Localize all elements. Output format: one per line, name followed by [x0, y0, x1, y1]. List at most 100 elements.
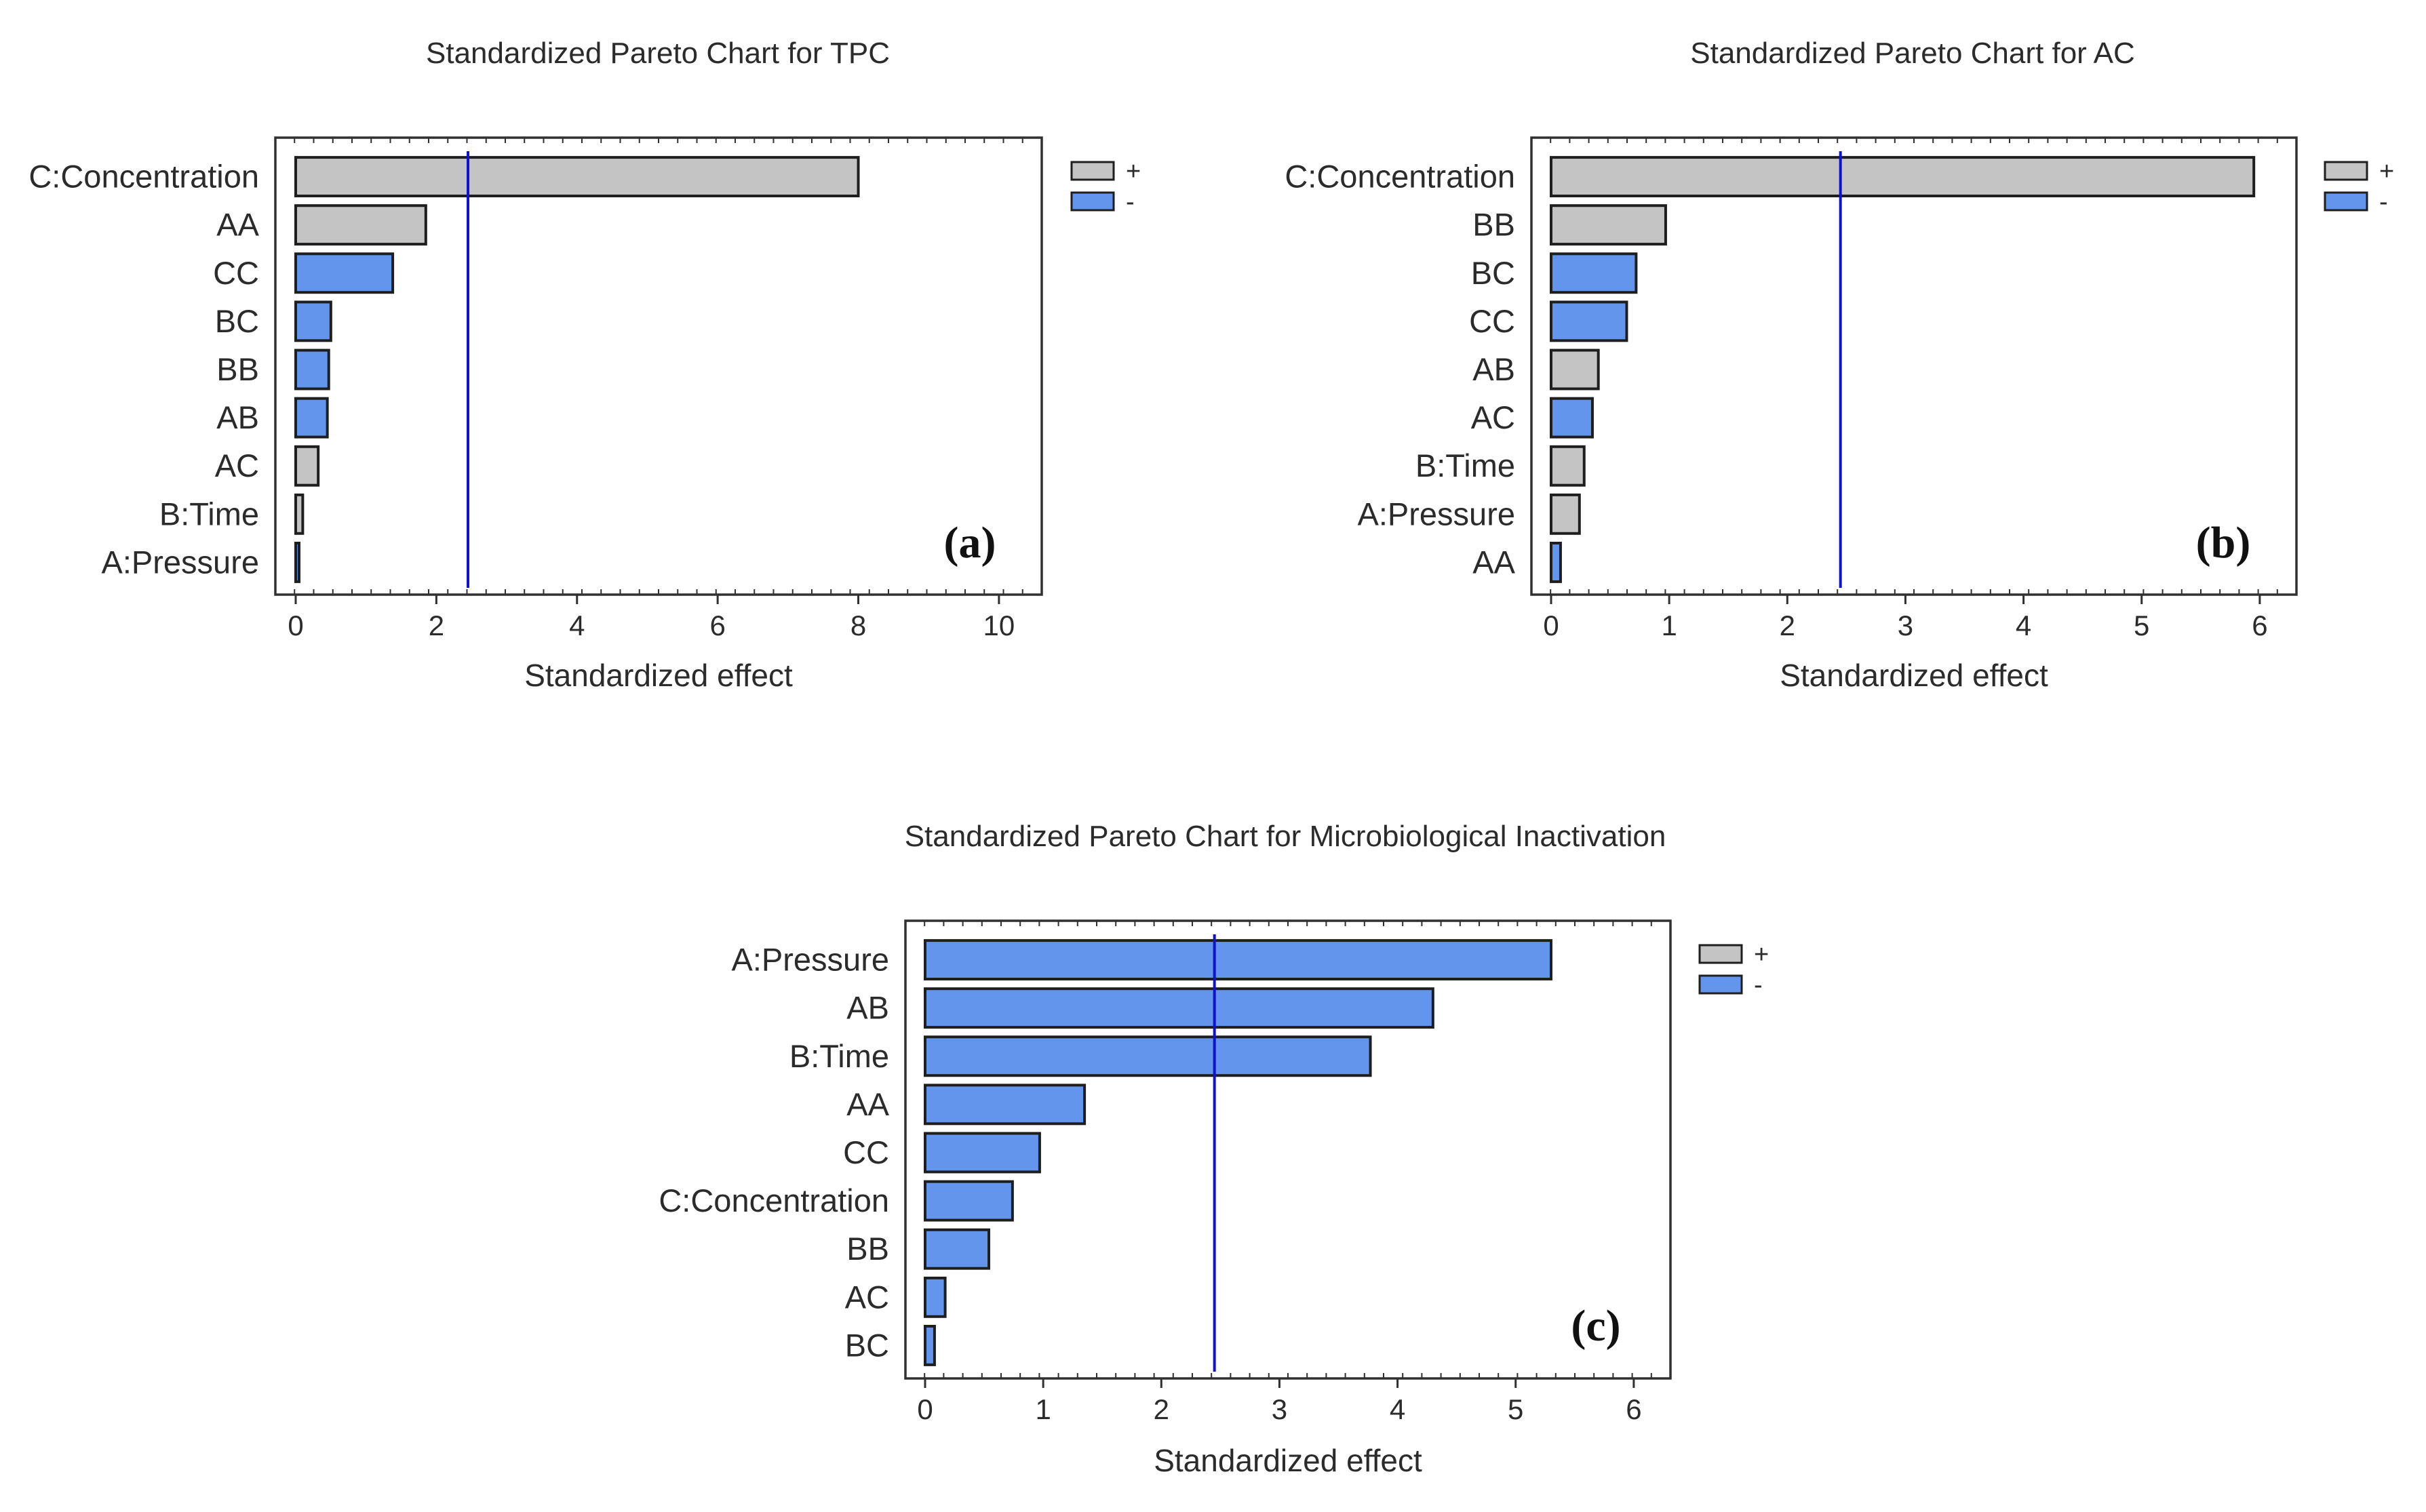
- x-tick-label: 1: [1661, 610, 1677, 641]
- bar-ab: [294, 397, 329, 439]
- category-label-aa: AA: [1472, 544, 1515, 580]
- bar-b-time: [924, 1035, 1372, 1077]
- category-label-cc: CC: [843, 1134, 889, 1170]
- legend-label-positive: +: [1126, 157, 1141, 186]
- category-label-aa: AA: [846, 1086, 889, 1122]
- category-label-cc: CC: [213, 255, 259, 291]
- legend-label-negative: -: [2379, 188, 2388, 216]
- bar-ac: [294, 445, 320, 487]
- x-tick-label: 6: [1626, 1393, 1641, 1425]
- bar-bc: [1550, 252, 1638, 294]
- category-label-aa: AA: [216, 207, 259, 243]
- bar-cc: [924, 1132, 1041, 1174]
- chart-panel-a: Standardized Pareto Chart for TPC C:Conce…: [28, 37, 1141, 693]
- category-label-b-time: B:Time: [1415, 447, 1515, 483]
- x-axis-label: Standardized effect: [1780, 658, 2048, 693]
- chart-panel-b: Standardized Pareto Chart for AC C:Concen…: [1285, 37, 2394, 693]
- x-tick-label: 5: [2134, 610, 2149, 641]
- legend-swatch-positive: [1070, 161, 1115, 181]
- category-label-bb: BB: [1472, 207, 1515, 243]
- x-tick-label: 6: [709, 610, 725, 641]
- bar-ac: [924, 1276, 947, 1318]
- bar-ab: [1550, 349, 1600, 391]
- category-label-b-time: B:Time: [159, 496, 259, 532]
- x-tick-label: 10: [983, 610, 1015, 641]
- x-tick-label: 4: [2016, 610, 2031, 641]
- category-label-b-time: B:Time: [789, 1038, 889, 1074]
- category-label-c-concentration: C:Concentration: [28, 159, 259, 195]
- x-tick-label: 3: [1272, 1393, 1287, 1425]
- bar-bb: [294, 349, 330, 391]
- panel-label: (b): [2196, 518, 2251, 568]
- bar-cc: [294, 252, 395, 294]
- bar-bc: [924, 1325, 936, 1366]
- x-tick-label: 5: [1508, 1393, 1523, 1425]
- legend: +-: [1698, 940, 1769, 999]
- category-label-ab: AB: [1472, 351, 1515, 387]
- category-label-a-pressure: A:Pressure: [732, 942, 889, 978]
- bar-aa: [294, 204, 427, 246]
- x-tick-label: 3: [1898, 610, 1913, 641]
- legend-label-positive: +: [2379, 157, 2394, 186]
- category-label-cc: CC: [1469, 303, 1515, 339]
- chart-title: Standardized Pareto Chart for Microbiolo…: [905, 820, 1666, 853]
- category-label-a-pressure: A:Pressure: [1358, 496, 1515, 532]
- legend-swatch-positive: [1698, 944, 1743, 964]
- bar-a-pressure: [294, 542, 300, 583]
- chart-panel-c: Standardized Pareto Chart for Microbiolo…: [659, 820, 1769, 1478]
- legend-swatch-positive: [2324, 161, 2368, 181]
- legend: +-: [2324, 157, 2394, 216]
- legend-label-negative: -: [1754, 971, 1763, 999]
- category-label-bb: BB: [846, 1231, 889, 1267]
- x-tick-label: 4: [1390, 1393, 1405, 1425]
- bar-ac: [1550, 397, 1594, 439]
- x-tick-label: 4: [569, 610, 585, 641]
- category-label-ac: AC: [215, 447, 259, 483]
- category-label-bc: BC: [1471, 255, 1515, 291]
- chart-title: Standardized Pareto Chart for TPC: [426, 37, 890, 70]
- legend-swatch-negative: [1070, 191, 1115, 212]
- bar-b-time: [294, 493, 305, 535]
- x-axis-label: Standardized effect: [1154, 1443, 1422, 1478]
- bar-c-concentration: [1550, 156, 2256, 198]
- bar-aa: [1550, 542, 1562, 583]
- category-label-ac: AC: [1471, 399, 1515, 435]
- category-label-c-concentration: C:Concentration: [1285, 159, 1515, 195]
- bar-aa: [924, 1083, 1087, 1126]
- bar-cc: [1550, 300, 1628, 342]
- bar-bc: [294, 300, 332, 342]
- category-label-c-concentration: C:Concentration: [659, 1182, 889, 1218]
- x-tick-label: 0: [288, 610, 303, 641]
- category-label-ab: AB: [216, 399, 259, 435]
- category-label-a-pressure: A:Pressure: [102, 544, 259, 580]
- x-tick-label: 2: [429, 610, 444, 641]
- legend-label-negative: -: [1126, 188, 1135, 216]
- category-label-ab: AB: [846, 990, 889, 1026]
- x-tick-label: 1: [1035, 1393, 1051, 1425]
- category-label-ac: AC: [845, 1279, 889, 1315]
- legend-swatch-negative: [2324, 191, 2368, 212]
- category-label-bc: BC: [215, 303, 259, 339]
- x-tick-label: 2: [1780, 610, 1795, 641]
- x-axis-label: Standardized effect: [524, 658, 793, 693]
- panel-label: (a): [944, 518, 996, 568]
- bar-ab: [924, 987, 1434, 1029]
- x-tick-label: 0: [1543, 610, 1559, 641]
- x-tick-label: 6: [2252, 610, 2267, 641]
- panel-label: (c): [1571, 1301, 1620, 1351]
- bar-c-concentration: [294, 156, 860, 198]
- legend: +-: [1070, 157, 1141, 216]
- x-tick-label: 0: [917, 1393, 933, 1425]
- bar-c-concentration: [924, 1180, 1014, 1222]
- category-label-bb: BB: [216, 351, 259, 387]
- chart-title: Standardized Pareto Chart for AC: [1690, 37, 2134, 70]
- x-tick-label: 2: [1154, 1393, 1169, 1425]
- bar-bb: [1550, 204, 1667, 246]
- bar-a-pressure: [924, 939, 1552, 980]
- bar-b-time: [1550, 445, 1586, 487]
- legend-swatch-negative: [1698, 974, 1743, 995]
- bar-bb: [924, 1228, 991, 1270]
- category-label-bc: BC: [845, 1327, 889, 1363]
- x-tick-label: 8: [850, 610, 866, 641]
